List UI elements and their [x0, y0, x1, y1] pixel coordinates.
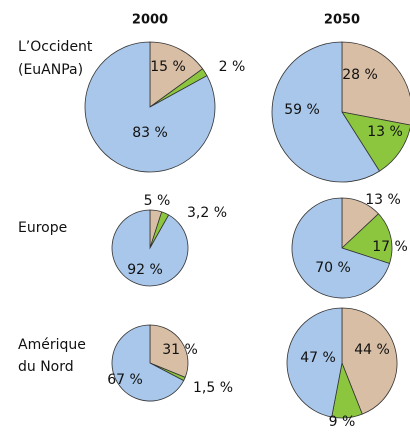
pie-slice: [286, 307, 343, 418]
pie-slice: [291, 197, 391, 299]
row-label: du Nord: [18, 359, 74, 375]
value-label: 15 %: [150, 59, 186, 75]
row-label: Europe: [18, 220, 67, 236]
pie-slice: [149, 41, 204, 108]
value-label: 17 %: [372, 239, 408, 255]
value-label: 1,5 %: [193, 380, 233, 396]
column-title: 2000: [132, 13, 168, 28]
value-label: 13 %: [365, 192, 401, 208]
row-label: (EuANPa): [18, 62, 83, 78]
pie-slice: [111, 324, 185, 402]
value-label: 67 %: [107, 372, 143, 388]
value-label: 3,2 %: [187, 205, 227, 221]
value-label: 47 %: [300, 350, 336, 366]
value-label: 5 %: [144, 193, 171, 209]
column-title: 2050: [324, 13, 360, 28]
value-label: 83 %: [132, 125, 168, 141]
value-label: 31 %: [162, 342, 198, 358]
pie-slice: [341, 41, 410, 126]
pie-slice: [84, 41, 216, 173]
row-label: Amérique: [18, 337, 86, 353]
pie-slice: [341, 307, 398, 415]
row-label: L’Occident: [18, 39, 93, 55]
value-label: 44 %: [354, 342, 390, 358]
pie-slice: [341, 111, 410, 172]
pie-slice: [271, 41, 381, 183]
value-label: 70 %: [315, 260, 351, 276]
value-label: 92 %: [127, 262, 163, 278]
value-label: 9 %: [329, 414, 356, 430]
value-label: 2 %: [219, 59, 246, 75]
value-label: 13 %: [367, 124, 403, 140]
value-label: 28 %: [342, 67, 378, 83]
pie-slice: [111, 209, 189, 287]
pie-slice: [149, 324, 189, 378]
value-label: 59 %: [284, 102, 320, 118]
pie-slice: [341, 213, 393, 264]
